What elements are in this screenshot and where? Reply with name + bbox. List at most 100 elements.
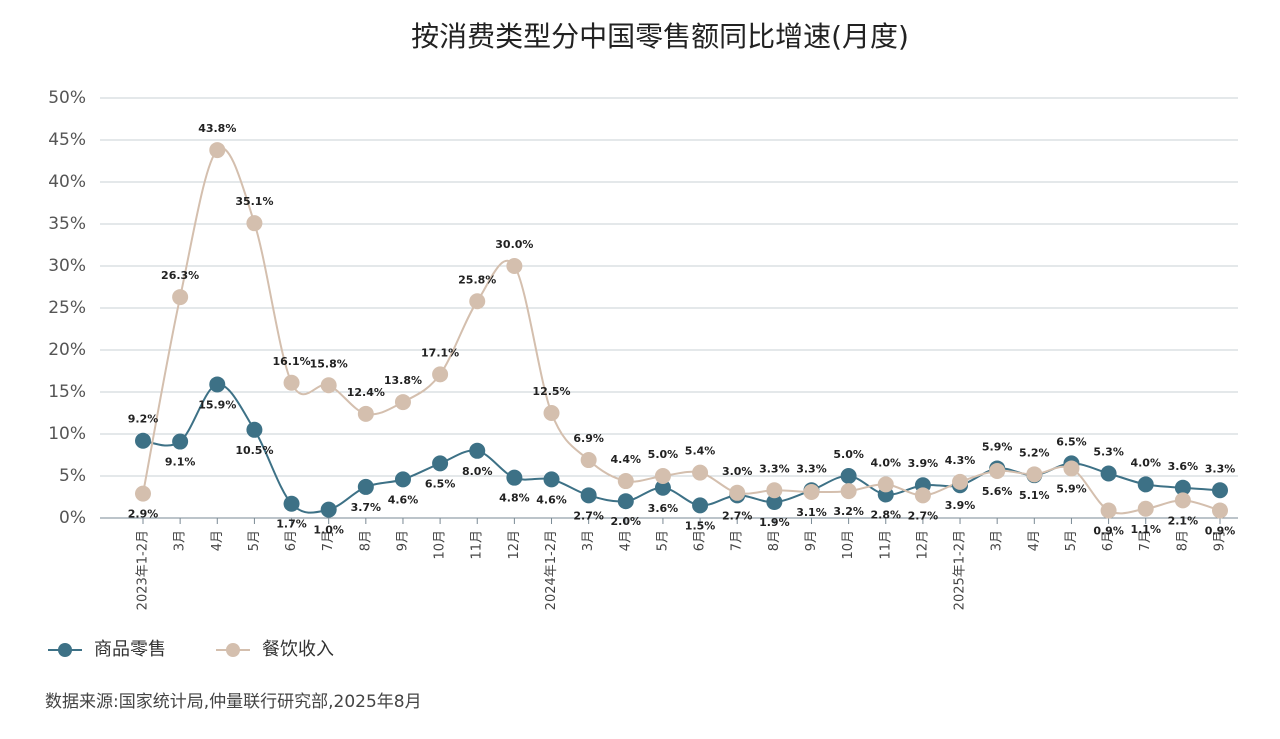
data-point [580, 487, 597, 504]
data-label: 3.1% [796, 506, 827, 519]
data-label: 2.7% [722, 509, 753, 522]
x-tick-label: 6月 [284, 530, 299, 551]
data-label: 10.5% [235, 444, 273, 457]
data-point [1063, 460, 1080, 477]
y-tick-label: 15% [48, 382, 86, 402]
data-label: 5.3% [1093, 445, 1124, 458]
data-point [135, 485, 151, 502]
chart-title: 按消费类型分中国零售额同比增速(月度) [411, 20, 909, 53]
data-point [989, 462, 1006, 479]
data-point [432, 455, 449, 472]
x-tick-label: 9月 [804, 530, 819, 551]
x-tick-label: 8月 [1175, 530, 1190, 551]
data-label: 4.0% [871, 456, 902, 469]
x-tick-label: 10月 [433, 530, 448, 560]
data-point [172, 289, 189, 306]
x-tick-label: 4月 [618, 530, 633, 551]
data-label: 0.9% [1205, 524, 1236, 537]
data-point [914, 487, 931, 504]
x-tick-label: 6月 [693, 530, 708, 551]
data-point [617, 473, 634, 490]
data-label: 6.5% [425, 477, 456, 490]
data-point [209, 142, 226, 159]
data-label: 6.9% [573, 432, 604, 445]
data-label: 3.7% [351, 501, 382, 514]
data-label: 6.5% [1056, 435, 1087, 448]
data-point [172, 433, 189, 450]
data-label: 2.0% [611, 515, 642, 528]
data-point [394, 471, 411, 488]
x-tick-label: 4月 [1027, 530, 1042, 551]
data-point [952, 473, 969, 490]
series-line [142, 147, 1221, 515]
data-label: 2.7% [908, 509, 939, 522]
x-tick-label: 5月 [655, 530, 670, 551]
data-label: 12.5% [532, 385, 570, 398]
legend-label: 餐饮收入 [262, 639, 334, 660]
data-point [692, 497, 709, 514]
data-label: 3.3% [796, 462, 827, 475]
data-point [766, 494, 783, 511]
x-tick-label: 3月 [990, 530, 1005, 551]
data-label: 1.7% [276, 518, 307, 531]
data-point [135, 432, 151, 449]
data-label: 30.0% [495, 238, 533, 251]
y-tick-label: 50% [48, 88, 86, 108]
x-tick-label: 7月 [1138, 530, 1153, 551]
data-point [469, 442, 486, 459]
data-label: 35.1% [235, 195, 273, 208]
source-note: 数据来源:国家统计局,仲量联行研究部,2025年8月 [45, 692, 422, 712]
data-label: 5.0% [833, 448, 864, 461]
data-point [357, 478, 374, 495]
data-point [394, 394, 411, 411]
x-tick-label: 11月 [470, 530, 485, 560]
data-label: 5.6% [982, 485, 1013, 498]
x-tick-label: 12月 [915, 530, 930, 560]
data-label: 5.2% [1019, 446, 1050, 459]
data-point [320, 501, 337, 518]
data-point [580, 452, 597, 469]
x-tick-label: 5月 [247, 530, 262, 551]
data-label: 16.1% [272, 355, 310, 368]
y-tick-label: 0% [59, 508, 86, 528]
data-label: 0.9% [1093, 524, 1124, 537]
x-tick-label: 9月 [1213, 530, 1228, 551]
data-label: 17.1% [421, 346, 459, 359]
data-label: 15.9% [198, 398, 236, 411]
data-point [543, 471, 560, 488]
data-point [1174, 479, 1191, 496]
x-tick-label: 10月 [841, 530, 856, 560]
data-point [1212, 482, 1228, 499]
data-point [357, 405, 374, 422]
data-point [432, 366, 449, 383]
data-label: 1.1% [1130, 523, 1161, 536]
data-label: 1.9% [759, 516, 790, 529]
data-label: 4.8% [499, 492, 530, 505]
data-point [654, 479, 671, 496]
data-point [1100, 502, 1117, 519]
data-point [1174, 492, 1191, 509]
y-tick-label: 35% [48, 214, 86, 234]
data-point [617, 493, 634, 510]
y-tick-label: 45% [48, 130, 86, 150]
data-label: 5.9% [1056, 482, 1087, 495]
data-label: 5.1% [1019, 489, 1050, 502]
data-label: 4.6% [536, 493, 567, 506]
data-label: 3.6% [1168, 460, 1199, 473]
y-tick-label: 10% [48, 424, 86, 444]
data-label: 5.4% [685, 445, 716, 458]
data-point [469, 293, 486, 310]
data-label: 4.0% [1130, 456, 1161, 469]
data-label: 2.1% [1168, 514, 1199, 527]
y-tick-label: 25% [48, 298, 86, 318]
data-point [654, 468, 671, 484]
x-tick-label: 4月 [210, 530, 225, 551]
data-point [840, 468, 857, 484]
data-label: 43.8% [198, 122, 236, 135]
data-point [283, 495, 300, 512]
legend-label: 商品零售 [94, 639, 166, 660]
y-tick-label: 30% [48, 256, 86, 276]
data-point [506, 469, 523, 486]
data-label: 3.3% [759, 462, 790, 475]
x-tick-label: 3月 [581, 530, 596, 551]
